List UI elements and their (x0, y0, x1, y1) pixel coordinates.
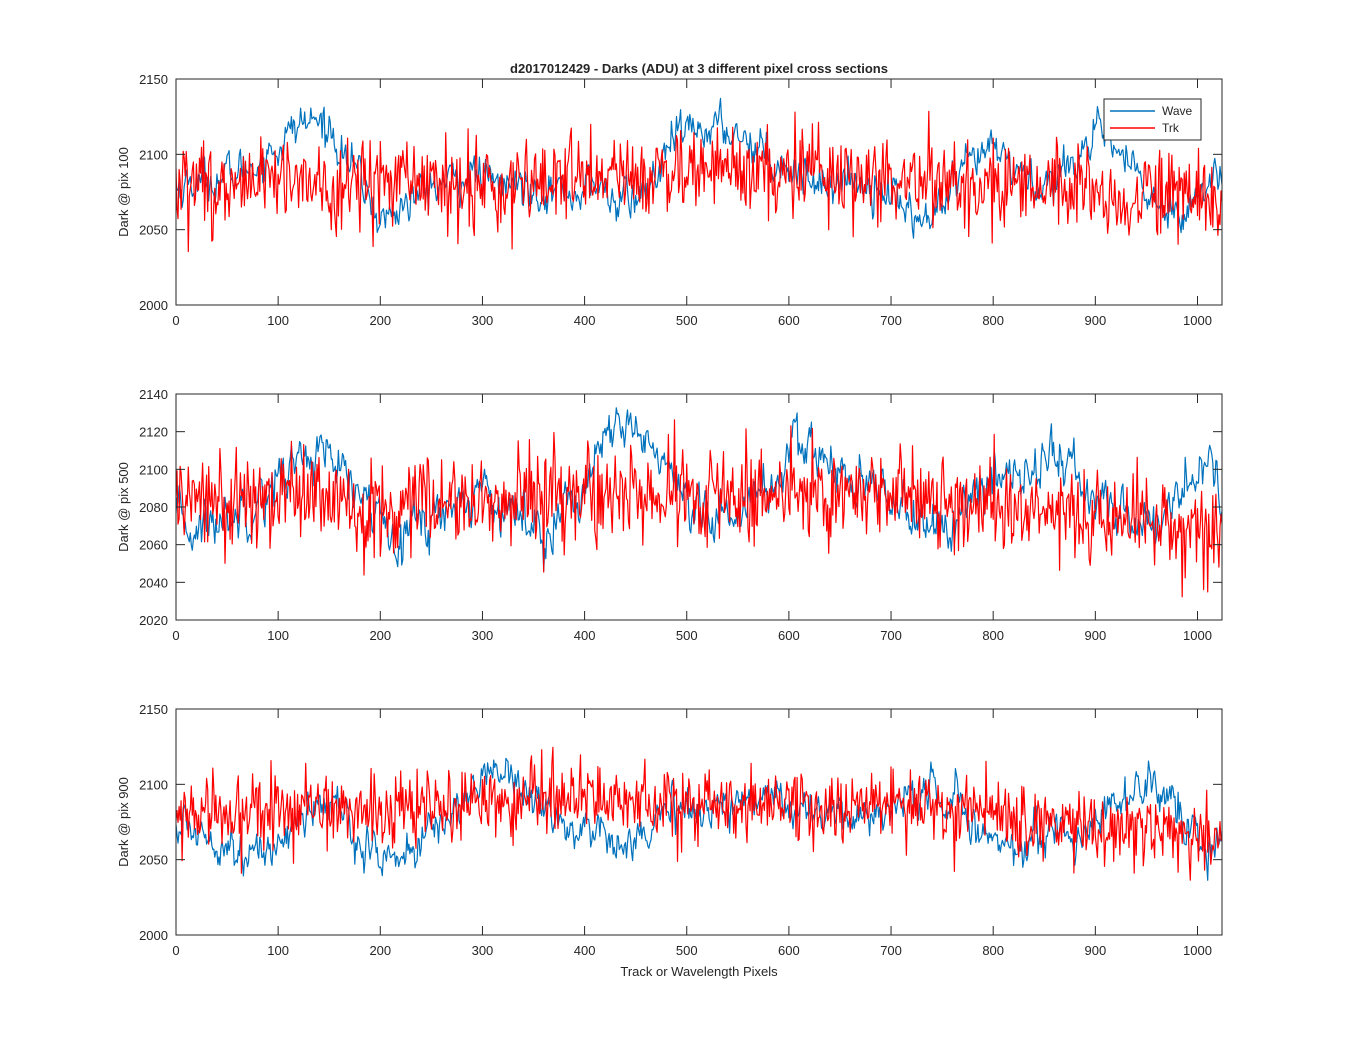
y-tick-label: 2140 (139, 387, 168, 402)
y-tick-label: 2000 (139, 928, 168, 943)
x-tick-label: 100 (267, 628, 289, 643)
series-line-wave (176, 97, 1222, 239)
x-tick-label: 300 (472, 628, 494, 643)
x-tick-label: 900 (1084, 313, 1106, 328)
x-tick-label: 200 (369, 628, 391, 643)
y-tick-label: 2100 (139, 147, 168, 162)
x-axis-label: Track or Wavelength Pixels (620, 964, 778, 979)
x-tick-label: 800 (982, 313, 1004, 328)
axes-box (175, 708, 1223, 936)
x-tick-label: 500 (676, 943, 698, 958)
subplot-1: 0 100 200 300 400 500 600 700 800 900 1000 2000 2050… (116, 72, 1223, 328)
y-tick-label: 2020 (139, 613, 168, 628)
y-tick-label: 2100 (139, 462, 168, 477)
x-tick-label: 0 (172, 943, 179, 958)
x-tick-label: 700 (880, 628, 902, 643)
y-tick-label: 2000 (139, 298, 168, 313)
y-tick-label: 2050 (139, 223, 168, 238)
x-tick-label: 800 (982, 943, 1004, 958)
series-line-trk (176, 419, 1222, 598)
y-tick-label: 2100 (139, 777, 168, 792)
x-tick-label: 100 (267, 943, 289, 958)
x-tick-label: 1000 (1183, 943, 1212, 958)
x-tick-label: 300 (472, 943, 494, 958)
x-tick-label: 500 (676, 628, 698, 643)
y-tick-label: 2060 (139, 538, 168, 553)
x-tick-label: 600 (778, 313, 800, 328)
subplot-3: 0 100 200 300 400 500 600 700 800 900 1000 2000 2050… (116, 702, 1223, 958)
x-tick-label: 0 (172, 628, 179, 643)
y-axis-label: Dark @ pix 500 (116, 462, 131, 552)
x-tick-label: 1000 (1183, 313, 1212, 328)
x-tick-label: 400 (574, 943, 596, 958)
x-tick-label: 600 (778, 628, 800, 643)
y-axis-label: Dark @ pix 100 (116, 147, 131, 237)
x-tick-label: 400 (574, 628, 596, 643)
x-tick-label: 400 (574, 313, 596, 328)
y-tick-label: 2080 (139, 500, 168, 515)
x-tick-label: 500 (676, 313, 698, 328)
figure-title: d2017012429 - Darks (ADU) at 3 different… (510, 61, 888, 76)
x-tick-label: 900 (1084, 628, 1106, 643)
x-tick-label: 100 (267, 313, 289, 328)
x-tick-label: 900 (1084, 943, 1106, 958)
x-tick-label: 600 (778, 943, 800, 958)
y-tick-label: 2150 (139, 702, 168, 717)
y-tick-label: 2050 (139, 853, 168, 868)
x-tick-label: 0 (172, 313, 179, 328)
legend: Wave Trk (1103, 98, 1202, 141)
series-line-trk (176, 110, 1222, 253)
legend-box (1103, 98, 1202, 141)
legend-label-trk: Trk (1162, 121, 1180, 135)
axes-box (175, 78, 1223, 306)
series-line-trk (176, 746, 1222, 881)
x-tick-label: 300 (472, 313, 494, 328)
series-line-wave (176, 407, 1222, 572)
subplot-2: 0 100 200 300 400 500 600 700 800 900 1000 2020 2040… (116, 387, 1223, 643)
x-tick-label: 800 (982, 628, 1004, 643)
x-tick-label: 200 (369, 943, 391, 958)
plot-area (176, 709, 1222, 935)
x-tick-label: 1000 (1183, 628, 1212, 643)
y-tick-label: 2040 (139, 575, 168, 590)
legend-label-wave: Wave (1162, 104, 1193, 118)
y-axis-label: Dark @ pix 900 (116, 777, 131, 867)
y-tick-label: 2150 (139, 72, 168, 87)
x-tick-label: 700 (880, 943, 902, 958)
y-tick-label: 2120 (139, 425, 168, 440)
x-tick-label: 700 (880, 313, 902, 328)
x-tick-label: 200 (369, 313, 391, 328)
